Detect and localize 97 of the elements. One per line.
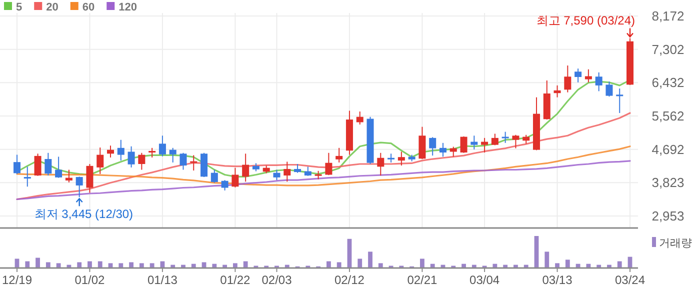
candlestick (232, 167, 239, 188)
candlestick (221, 180, 228, 191)
bar (565, 260, 570, 268)
candlestick (470, 135, 478, 150)
y-tick-label: 4,692 (652, 142, 684, 157)
legend-label: 5 (16, 2, 22, 14)
candlestick (158, 135, 166, 157)
bar (129, 262, 134, 268)
bar (243, 261, 248, 268)
bar (378, 263, 383, 268)
x-tick-label: 02/03 (262, 273, 292, 287)
bar (56, 263, 61, 268)
candlestick (55, 156, 62, 178)
bar (139, 263, 144, 268)
bar (336, 262, 342, 268)
candlestick (76, 176, 83, 198)
candlestick (554, 84, 561, 98)
candlestick (210, 169, 218, 184)
bar (88, 261, 92, 268)
candlestick (273, 169, 280, 181)
x-tick-label: 03/13 (542, 273, 573, 287)
legend-label: 20 (46, 2, 58, 14)
candlestick (200, 152, 208, 178)
candlestick (284, 161, 291, 182)
y-tick-label: 3,823 (652, 175, 684, 190)
x-tick-label: 02/21 (407, 273, 438, 287)
candlestick (418, 126, 426, 160)
line-series (16, 160, 631, 200)
bar (25, 261, 30, 268)
bar (98, 261, 102, 268)
bar (358, 258, 362, 268)
bar (77, 262, 82, 268)
y-tick-label: 6,432 (652, 75, 684, 90)
candlestick (242, 153, 250, 182)
candlestick (439, 142, 446, 158)
candlestick (14, 154, 20, 174)
bar (232, 263, 238, 268)
x-tick-label: 01/02 (74, 273, 106, 287)
candlestick (481, 137, 488, 153)
candlestick (398, 151, 405, 166)
y-tick-label: 2,953 (652, 208, 684, 224)
candlestick (65, 169, 72, 183)
candlestick (148, 147, 156, 158)
x-tick-label: 12/19 (2, 273, 32, 287)
candlestick (512, 134, 520, 149)
candlestick (169, 147, 176, 163)
legend: 거래량 (652, 237, 692, 250)
candlestick (564, 65, 572, 93)
candlestick (377, 152, 384, 176)
bar (617, 261, 622, 268)
bar (36, 258, 40, 268)
candlestick (584, 68, 592, 83)
x-tick-label: 01/13 (147, 273, 178, 287)
legend-label: 60 (82, 2, 95, 14)
x-tick-label: 03/24 (614, 273, 646, 287)
bar (150, 263, 154, 268)
bar (555, 263, 560, 268)
candlestick (117, 139, 124, 162)
candlestick (429, 136, 436, 156)
candlestick (34, 153, 42, 176)
line-series (16, 112, 631, 200)
legend-label: 120 (118, 2, 137, 14)
bar (118, 263, 124, 268)
candlestick (304, 166, 312, 176)
candlestick (190, 154, 198, 172)
candlestick (138, 152, 146, 170)
candlestick (96, 147, 104, 174)
candlestick (24, 166, 31, 188)
candlestick (107, 145, 114, 158)
candlestick (180, 152, 187, 170)
legend-label: 거래량 (659, 238, 692, 250)
y-tick-label: 5,562 (652, 108, 684, 124)
annotation: 최저 3,445 (12/30) (34, 207, 134, 222)
y-tick-label: 7,302 (652, 42, 684, 57)
annotation: 최고 7,590 (03/24) (536, 13, 636, 28)
y-tick-label: 8,172 (652, 8, 684, 24)
candlestick (128, 146, 135, 168)
candlestick (44, 152, 52, 176)
bar (368, 252, 372, 268)
candlestick (356, 110, 364, 126)
candlestick (336, 147, 343, 163)
candlestick (325, 152, 332, 176)
x-tick-label: 03/04 (470, 273, 500, 287)
candlestick (616, 88, 624, 114)
bar (46, 262, 50, 268)
candlestick (86, 164, 94, 194)
bar (544, 252, 550, 268)
candlestick (574, 68, 582, 83)
candlestick (460, 136, 468, 154)
bar (420, 258, 424, 268)
x-tick-label: 01/22 (220, 273, 251, 287)
candlestick (606, 81, 613, 98)
bar (534, 236, 539, 268)
x-tick-label: 02/12 (334, 273, 365, 287)
bar (326, 261, 331, 268)
candlestick (595, 72, 602, 92)
candlestick (502, 131, 509, 144)
